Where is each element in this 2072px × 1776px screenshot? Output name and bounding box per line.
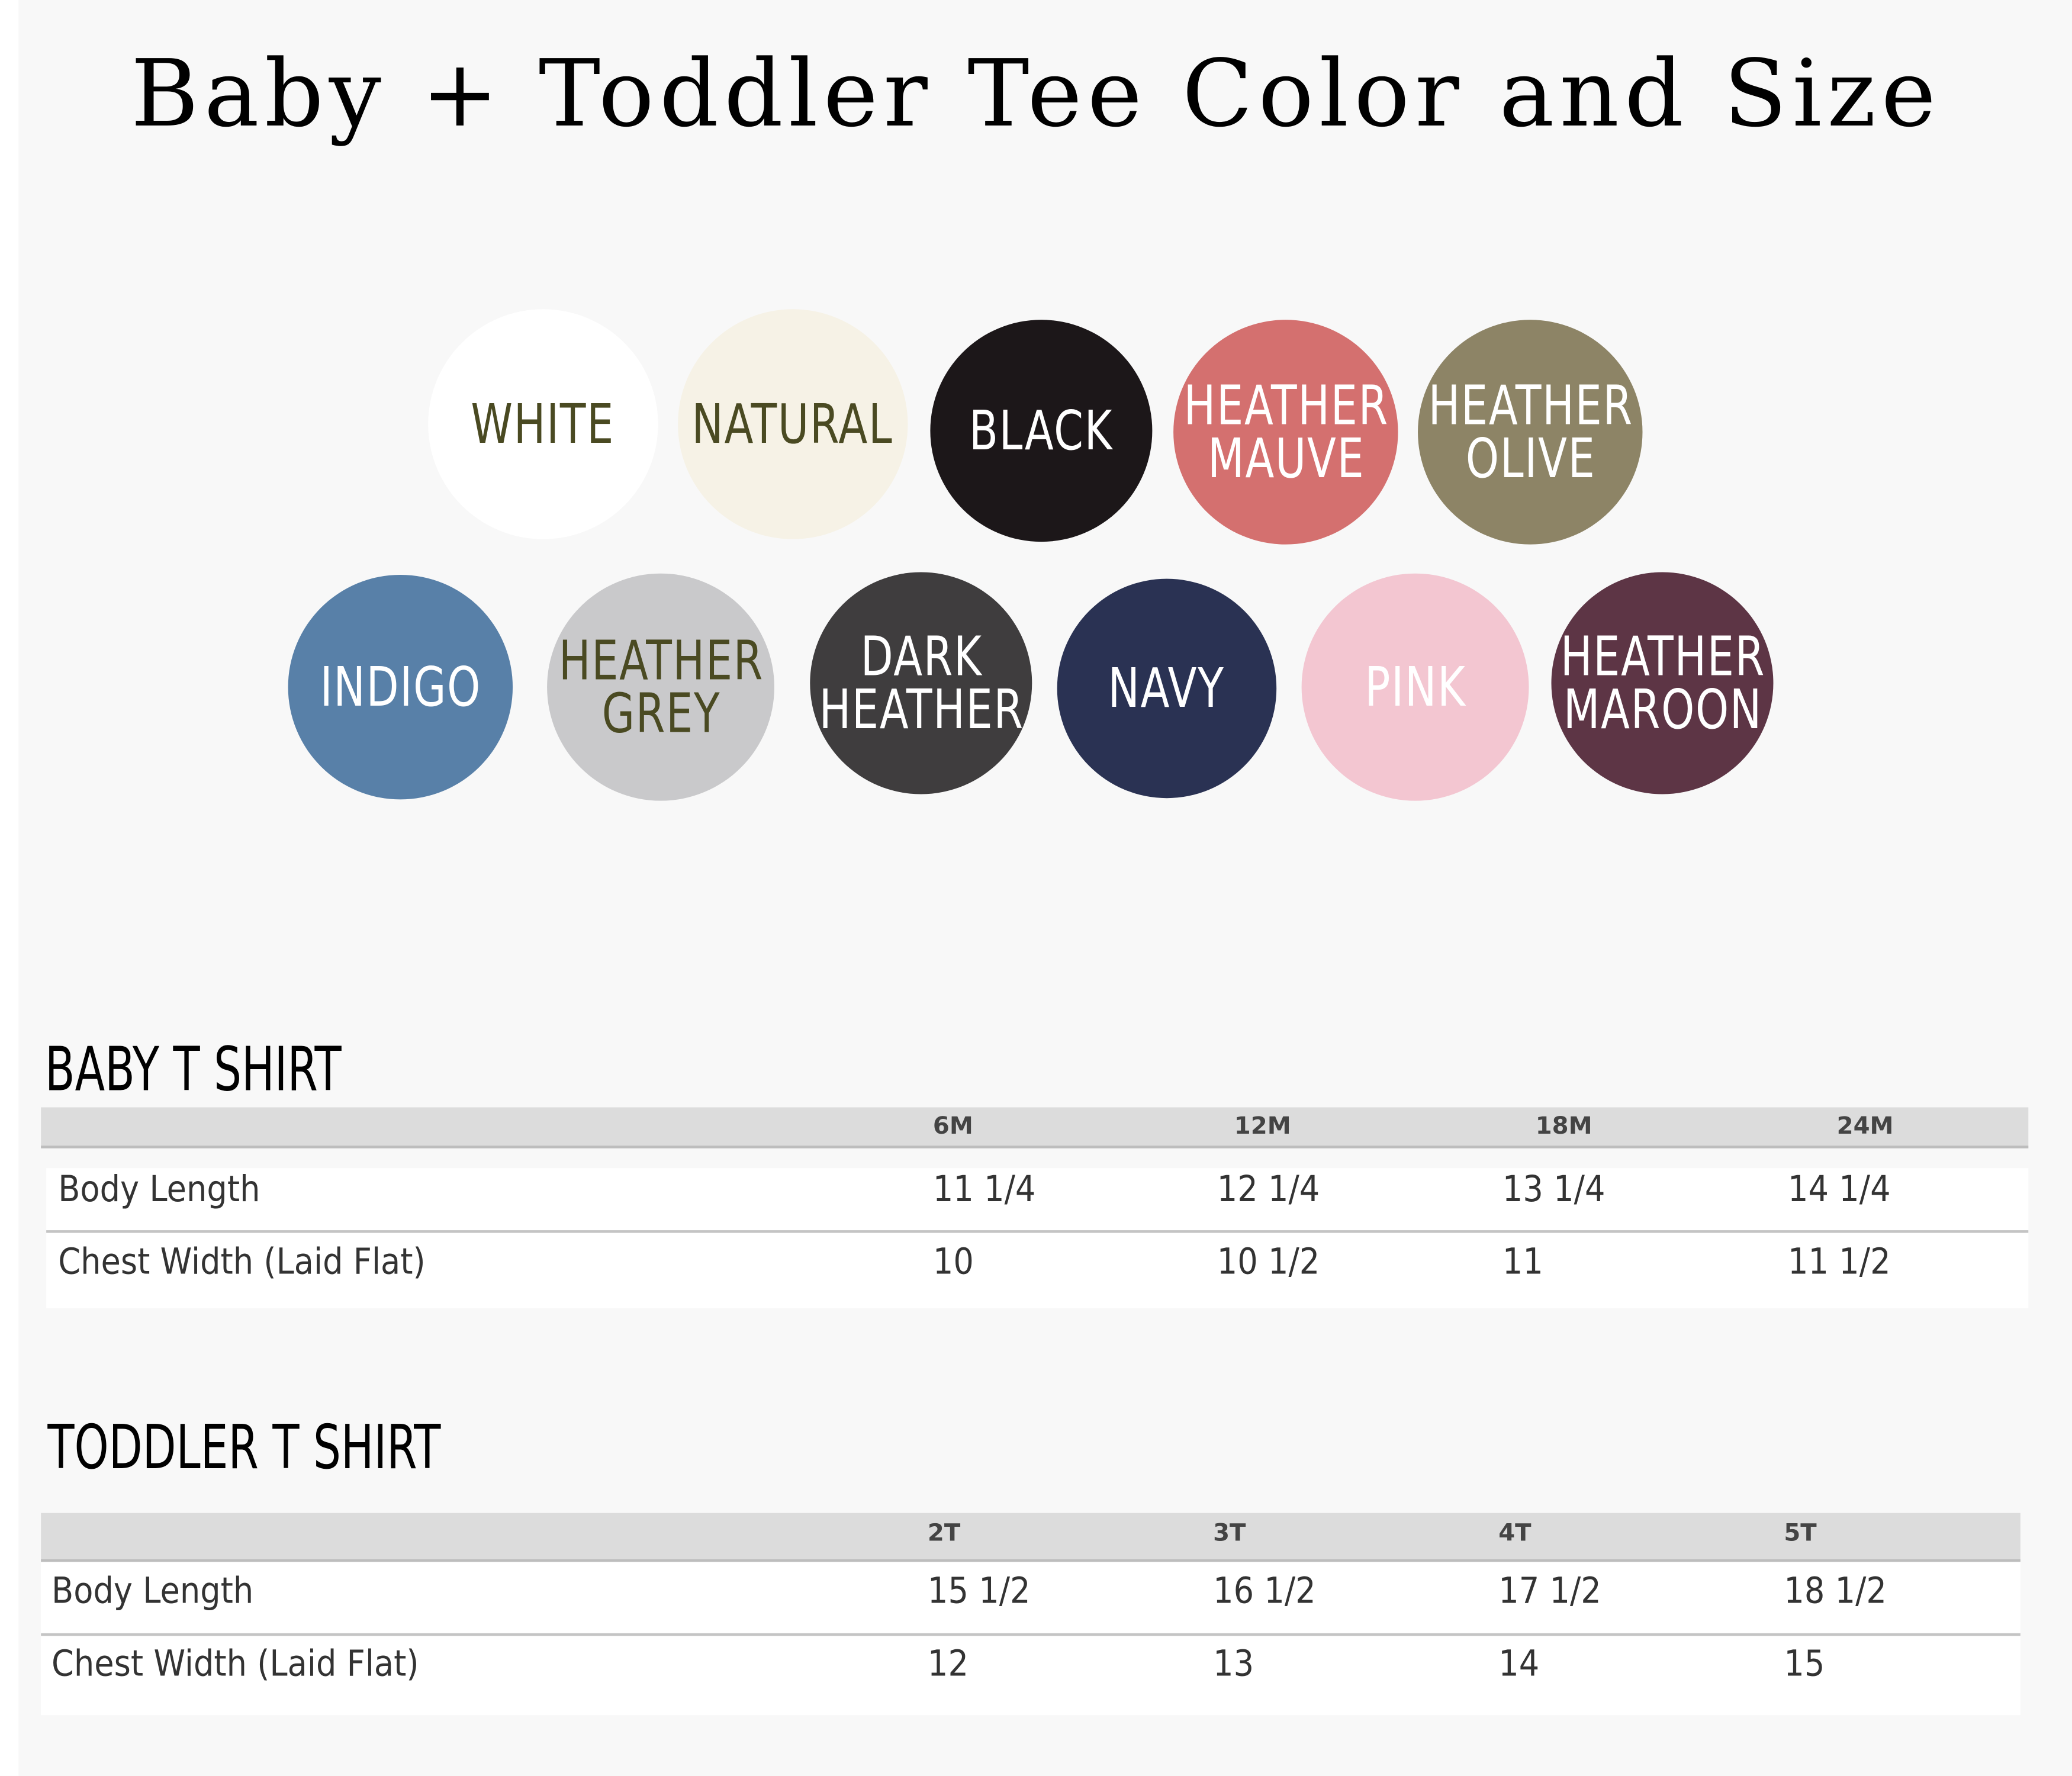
toddler-table-header: [41, 1513, 2020, 1562]
color-swatch-label: HEATHER MAROON: [1559, 625, 1765, 742]
toddler-size-header: 3T: [1213, 1519, 1246, 1547]
color-swatch-label: NATURAL: [692, 392, 894, 456]
baby-cell-value: 10 1/2: [1217, 1242, 1320, 1283]
baby-cell-value: 10: [932, 1242, 974, 1283]
color-swatch-natural: NATURAL: [678, 309, 908, 539]
color-swatch-label: PINK: [1364, 655, 1466, 719]
baby-table-header: [41, 1107, 2029, 1148]
toddler-cell-value: 17 1/2: [1498, 1571, 1601, 1613]
toddler-cell-value: 16 1/2: [1213, 1571, 1316, 1613]
baby-size-header: 6M: [932, 1112, 973, 1141]
toddler-table-body: [41, 1562, 2020, 1716]
baby-cell-value: 14 1/4: [1788, 1169, 1891, 1211]
color-swatch-label: NAVY: [1108, 657, 1225, 720]
toddler-row-label: Chest Width (Laid Flat): [52, 1643, 419, 1685]
baby-row-label: Chest Width (Laid Flat): [58, 1242, 426, 1283]
color-swatch-heather-mauve: HEATHER MAUVE: [1173, 320, 1398, 545]
color-swatch-label: DARK HEATHER: [818, 625, 1024, 742]
baby-table-body: [46, 1168, 2029, 1308]
toddler-row-divider: [41, 1633, 2020, 1636]
baby-cell-value: 12 1/4: [1217, 1169, 1320, 1211]
baby-section-heading: BABY T SHIRT: [44, 1033, 342, 1105]
toddler-size-header: 2T: [927, 1519, 961, 1547]
color-swatch-heather-olive: HEATHER OLIVE: [1418, 320, 1643, 545]
toddler-cell-value: 15 1/2: [927, 1571, 1031, 1613]
toddler-size-header: 4T: [1498, 1519, 1532, 1547]
color-swatch-label: BLACK: [969, 399, 1114, 463]
toddler-cell-value: 14: [1498, 1643, 1540, 1685]
color-swatch-label: HEATHER GREY: [558, 629, 764, 745]
color-swatch-label: HEATHER MAUVE: [1183, 374, 1388, 491]
color-swatch-white: WHITE: [428, 309, 658, 539]
left-border: [0, 0, 19, 1776]
baby-cell-value: 13 1/4: [1502, 1169, 1606, 1211]
color-swatch-heather-maroon: HEATHER MAROON: [1551, 572, 1774, 794]
baby-cell-value: 11 1/4: [932, 1169, 1036, 1211]
toddler-cell-value: 18 1/2: [1784, 1571, 1887, 1613]
toddler-cell-value: 15: [1784, 1643, 1825, 1685]
baby-row-label: Body Length: [58, 1169, 260, 1211]
toddler-size-header: 5T: [1784, 1519, 1817, 1547]
baby-size-header: 18M: [1535, 1112, 1592, 1141]
baby-cell-value: 11: [1502, 1242, 1543, 1283]
color-swatch-dark-heather: DARK HEATHER: [810, 572, 1032, 794]
toddler-section-heading: TODDLER T SHIRT: [47, 1411, 441, 1483]
color-swatch-indigo: INDIGO: [288, 574, 513, 800]
color-swatch-label: INDIGO: [320, 655, 481, 719]
baby-size-header: 12M: [1234, 1112, 1291, 1141]
baby-cell-value: 11 1/2: [1788, 1242, 1891, 1283]
baby-size-header: 24M: [1836, 1112, 1894, 1141]
toddler-row-label: Body Length: [52, 1571, 254, 1613]
color-swatch-label: HEATHER OLIVE: [1427, 374, 1633, 491]
toddler-cell-value: 12: [927, 1643, 969, 1685]
color-swatch-black: BLACK: [930, 320, 1153, 542]
page-title: Baby + Toddler Tee Color and Size: [130, 39, 1942, 148]
color-swatch-pink: PINK: [1301, 573, 1529, 801]
color-swatch-navy: NAVY: [1057, 578, 1277, 799]
baby-row-divider: [46, 1230, 2029, 1233]
color-swatch-label: WHITE: [471, 392, 615, 456]
color-swatch-heather-grey: HEATHER GREY: [547, 573, 775, 801]
toddler-cell-value: 13: [1213, 1643, 1254, 1685]
